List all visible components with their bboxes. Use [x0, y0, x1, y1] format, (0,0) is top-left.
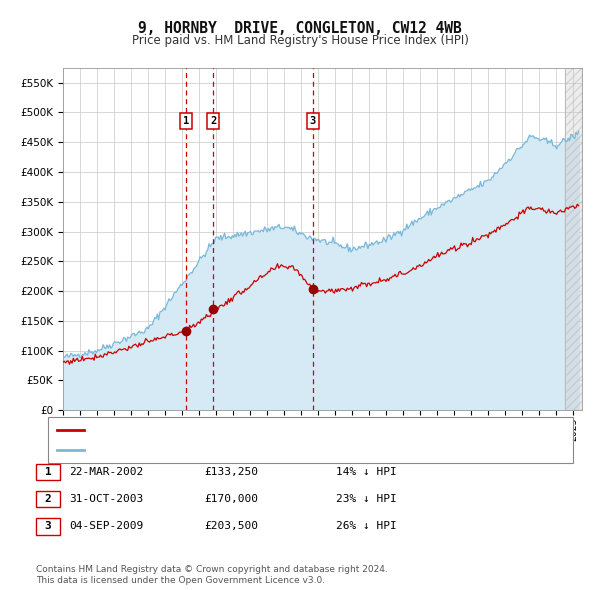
Text: 14% ↓ HPI: 14% ↓ HPI: [336, 467, 397, 477]
Text: This data is licensed under the Open Government Licence v3.0.: This data is licensed under the Open Gov…: [36, 576, 325, 585]
Text: 1: 1: [183, 116, 189, 126]
Text: 23% ↓ HPI: 23% ↓ HPI: [336, 494, 397, 504]
Text: 3: 3: [310, 116, 316, 126]
Text: 9, HORNBY  DRIVE, CONGLETON, CW12 4WB: 9, HORNBY DRIVE, CONGLETON, CW12 4WB: [138, 21, 462, 35]
Text: 2: 2: [210, 116, 217, 126]
Text: 2: 2: [44, 494, 52, 504]
Text: Price paid vs. HM Land Registry's House Price Index (HPI): Price paid vs. HM Land Registry's House …: [131, 34, 469, 47]
Text: 1: 1: [44, 467, 52, 477]
Text: £170,000: £170,000: [204, 494, 258, 504]
Text: Contains HM Land Registry data © Crown copyright and database right 2024.: Contains HM Land Registry data © Crown c…: [36, 565, 388, 574]
Text: 9, HORNBY  DRIVE, CONGLETON, CW12 4WB (detached house): 9, HORNBY DRIVE, CONGLETON, CW12 4WB (de…: [88, 425, 426, 435]
Text: £203,500: £203,500: [204, 522, 258, 531]
Text: 31-OCT-2003: 31-OCT-2003: [69, 494, 143, 504]
Text: 26% ↓ HPI: 26% ↓ HPI: [336, 522, 397, 531]
Text: 04-SEP-2009: 04-SEP-2009: [69, 522, 143, 531]
Text: 22-MAR-2002: 22-MAR-2002: [69, 467, 143, 477]
Text: HPI: Average price, detached house, Cheshire East: HPI: Average price, detached house, Ches…: [88, 445, 394, 455]
Text: £133,250: £133,250: [204, 467, 258, 477]
Text: 3: 3: [44, 522, 52, 531]
